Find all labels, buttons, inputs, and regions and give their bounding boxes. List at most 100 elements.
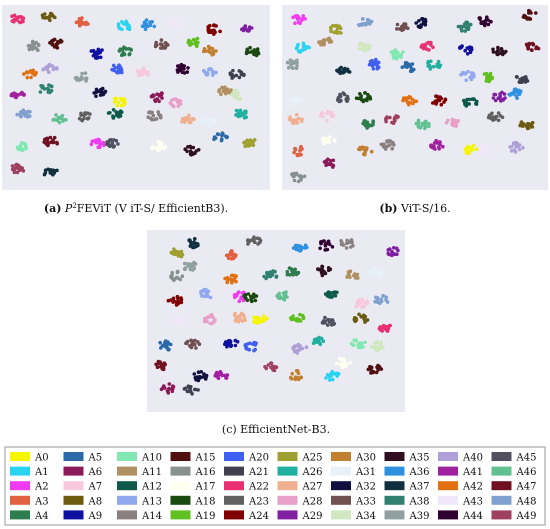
point (251, 295, 256, 300)
point (365, 301, 370, 306)
legend-label: A31 (355, 467, 376, 478)
point (291, 174, 296, 179)
point (323, 315, 327, 320)
point (299, 177, 303, 181)
point (113, 100, 117, 104)
point (74, 75, 79, 80)
point (465, 52, 470, 56)
cluster (243, 340, 258, 353)
point (335, 361, 339, 366)
point (213, 374, 218, 378)
point (400, 24, 404, 29)
point (237, 75, 242, 80)
point (127, 52, 132, 57)
point (59, 39, 64, 44)
point (451, 120, 455, 125)
point (374, 59, 378, 63)
point (348, 360, 353, 365)
point (54, 113, 58, 117)
cluster (419, 40, 435, 52)
point (484, 79, 489, 83)
point (421, 43, 426, 47)
point (311, 341, 316, 346)
point (262, 274, 266, 279)
legend-label: A39 (409, 511, 430, 522)
legend-label: A20 (248, 453, 269, 464)
point (369, 61, 373, 66)
point (530, 120, 535, 125)
cluster (158, 339, 173, 352)
point (470, 71, 474, 75)
point (299, 247, 304, 252)
point (166, 341, 171, 346)
point (299, 144, 303, 149)
legend-swatch (277, 452, 298, 461)
point (246, 292, 251, 296)
point (433, 147, 437, 151)
point (464, 148, 468, 153)
point (332, 292, 336, 296)
point (245, 47, 250, 52)
point (171, 300, 175, 304)
cluster (159, 382, 176, 395)
point (10, 14, 14, 18)
cluster (228, 68, 246, 80)
point (407, 62, 412, 67)
point (226, 89, 230, 94)
point (410, 97, 415, 102)
point (257, 320, 262, 324)
point (85, 116, 90, 121)
point (493, 98, 498, 103)
point (293, 270, 298, 275)
point (247, 347, 251, 352)
point (208, 28, 212, 33)
legend-label: A19 (195, 511, 216, 522)
point (26, 115, 30, 119)
point (187, 116, 191, 121)
point (232, 313, 237, 318)
point (176, 276, 180, 281)
point (377, 326, 382, 331)
point (362, 300, 367, 305)
legend-label: A10 (141, 453, 162, 464)
point (421, 18, 425, 22)
point (234, 113, 238, 117)
point (431, 45, 435, 50)
point (23, 143, 28, 147)
cluster (9, 90, 26, 100)
point (291, 103, 295, 107)
point (339, 357, 344, 362)
point (374, 370, 379, 375)
point (204, 373, 209, 378)
legend-swatch (224, 466, 244, 476)
point (80, 16, 84, 20)
point (180, 274, 185, 279)
point (402, 22, 407, 26)
legend-swatch (491, 452, 512, 461)
point (123, 100, 127, 104)
point (30, 46, 35, 50)
point (320, 320, 325, 325)
point (491, 47, 495, 52)
legend-swatch (384, 466, 405, 476)
cluster (110, 63, 124, 75)
point (496, 111, 501, 115)
point (170, 384, 175, 389)
point (295, 14, 300, 18)
point (264, 366, 269, 371)
cluster (339, 238, 355, 250)
legend-swatch (170, 466, 191, 476)
point (241, 298, 246, 303)
point (233, 319, 238, 323)
point (517, 147, 522, 152)
point (135, 69, 140, 73)
point (146, 70, 150, 74)
point (365, 17, 370, 22)
point (458, 45, 462, 50)
point (292, 61, 297, 65)
cluster (199, 116, 217, 129)
cluster (464, 143, 479, 156)
point (224, 91, 228, 96)
point (25, 75, 30, 80)
